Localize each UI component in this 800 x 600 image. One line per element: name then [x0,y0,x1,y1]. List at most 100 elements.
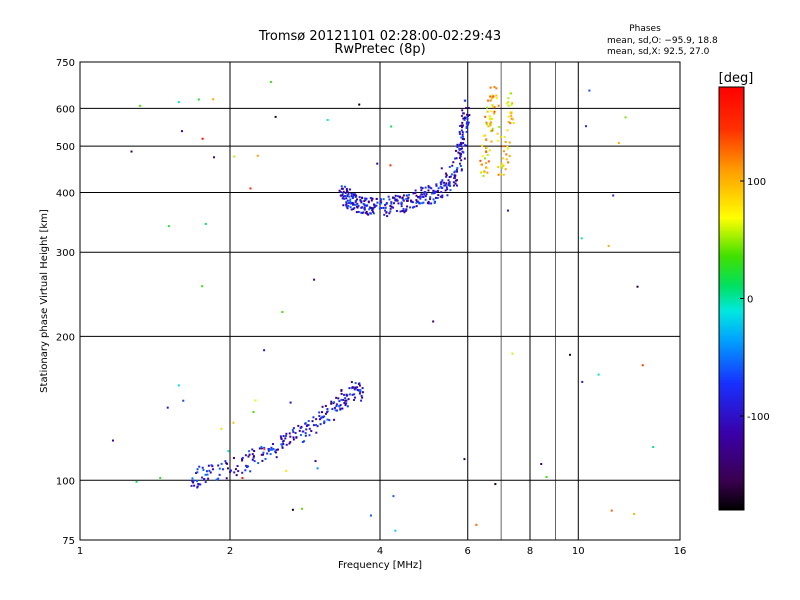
stats-line-x: mean, sd,X: 92.5, 27.0 [607,47,710,57]
data-point [461,135,464,138]
noise-point [389,164,392,167]
y-tick-label: 750 [56,58,75,69]
data-point [486,153,489,156]
data-point [358,382,361,385]
data-point [415,194,418,197]
data-point [352,202,355,205]
data-point [493,110,496,113]
data-point [338,189,341,192]
data-point [331,408,334,411]
data-point [463,118,466,121]
data-point [392,206,395,209]
data-point [342,398,345,401]
data-point [492,95,495,98]
data-point [354,382,357,385]
data-point [465,130,468,133]
data-point [190,484,193,487]
data-point [455,157,458,160]
data-point [241,471,244,474]
data-point [218,473,221,476]
data-point [481,155,484,158]
data-point [424,195,427,198]
data-point [245,466,248,469]
data-point [443,181,446,184]
data-point [420,193,423,196]
data-point [272,443,275,446]
data-point [362,211,365,214]
data-point [203,478,206,481]
noise-point [585,125,588,128]
data-point [344,404,347,407]
data-point [462,112,465,115]
data-point [430,202,433,205]
data-point [375,197,378,200]
data-point [459,164,462,167]
data-point [493,106,496,109]
data-point [491,104,494,107]
data-point [384,203,387,206]
data-point [292,427,295,430]
data-point [409,206,412,209]
data-point [447,179,450,182]
data-point [347,204,350,207]
data-point [320,417,323,420]
data-point [427,200,430,203]
data-point [316,425,319,428]
data-point [292,436,295,439]
data-point [419,197,422,200]
data-point [467,121,470,124]
data-point [432,198,435,201]
data-point [465,127,468,130]
data-point [467,115,470,118]
data-point [252,456,255,459]
data-point [263,446,266,449]
noise-point [252,411,255,414]
data-point [411,201,414,204]
data-point [418,195,421,198]
noise-point [212,98,215,101]
noise-point [652,446,655,449]
data-point [489,124,492,127]
data-point [400,201,403,204]
data-point [403,210,406,213]
data-point [445,174,448,177]
data-point [489,118,492,121]
data-point [499,136,502,139]
data-point [458,148,461,151]
data-point [360,399,363,402]
data-point [395,210,398,213]
data-point [489,86,492,89]
y-tick-label: 200 [56,332,75,343]
data-point [197,483,200,486]
data-point [455,179,458,182]
data-point [350,192,353,195]
data-point [349,201,352,204]
stats-heading: Phases [629,24,661,34]
data-point [220,462,223,465]
data-point [481,144,484,147]
data-point [446,188,449,191]
data-point [452,181,455,184]
data-point [241,457,244,460]
data-point [490,117,493,120]
data-point [443,184,446,187]
data-point [205,470,208,473]
y-axis-ticks: 75 100 200 300 400 500 600 750 [56,58,75,547]
data-point [480,163,483,166]
data-point [421,195,424,198]
data-point [319,423,322,426]
data-point [486,167,489,170]
data-point [301,430,304,433]
data-point [215,478,218,481]
data-point [345,197,348,200]
data-point [445,186,448,189]
data-point [490,140,493,143]
noise-point [313,278,316,281]
data-point [354,203,357,206]
noise-point [254,399,257,402]
data-point [378,207,381,210]
data-point [330,402,333,405]
data-point [288,432,291,435]
data-point [461,109,464,112]
data-point [237,470,240,473]
